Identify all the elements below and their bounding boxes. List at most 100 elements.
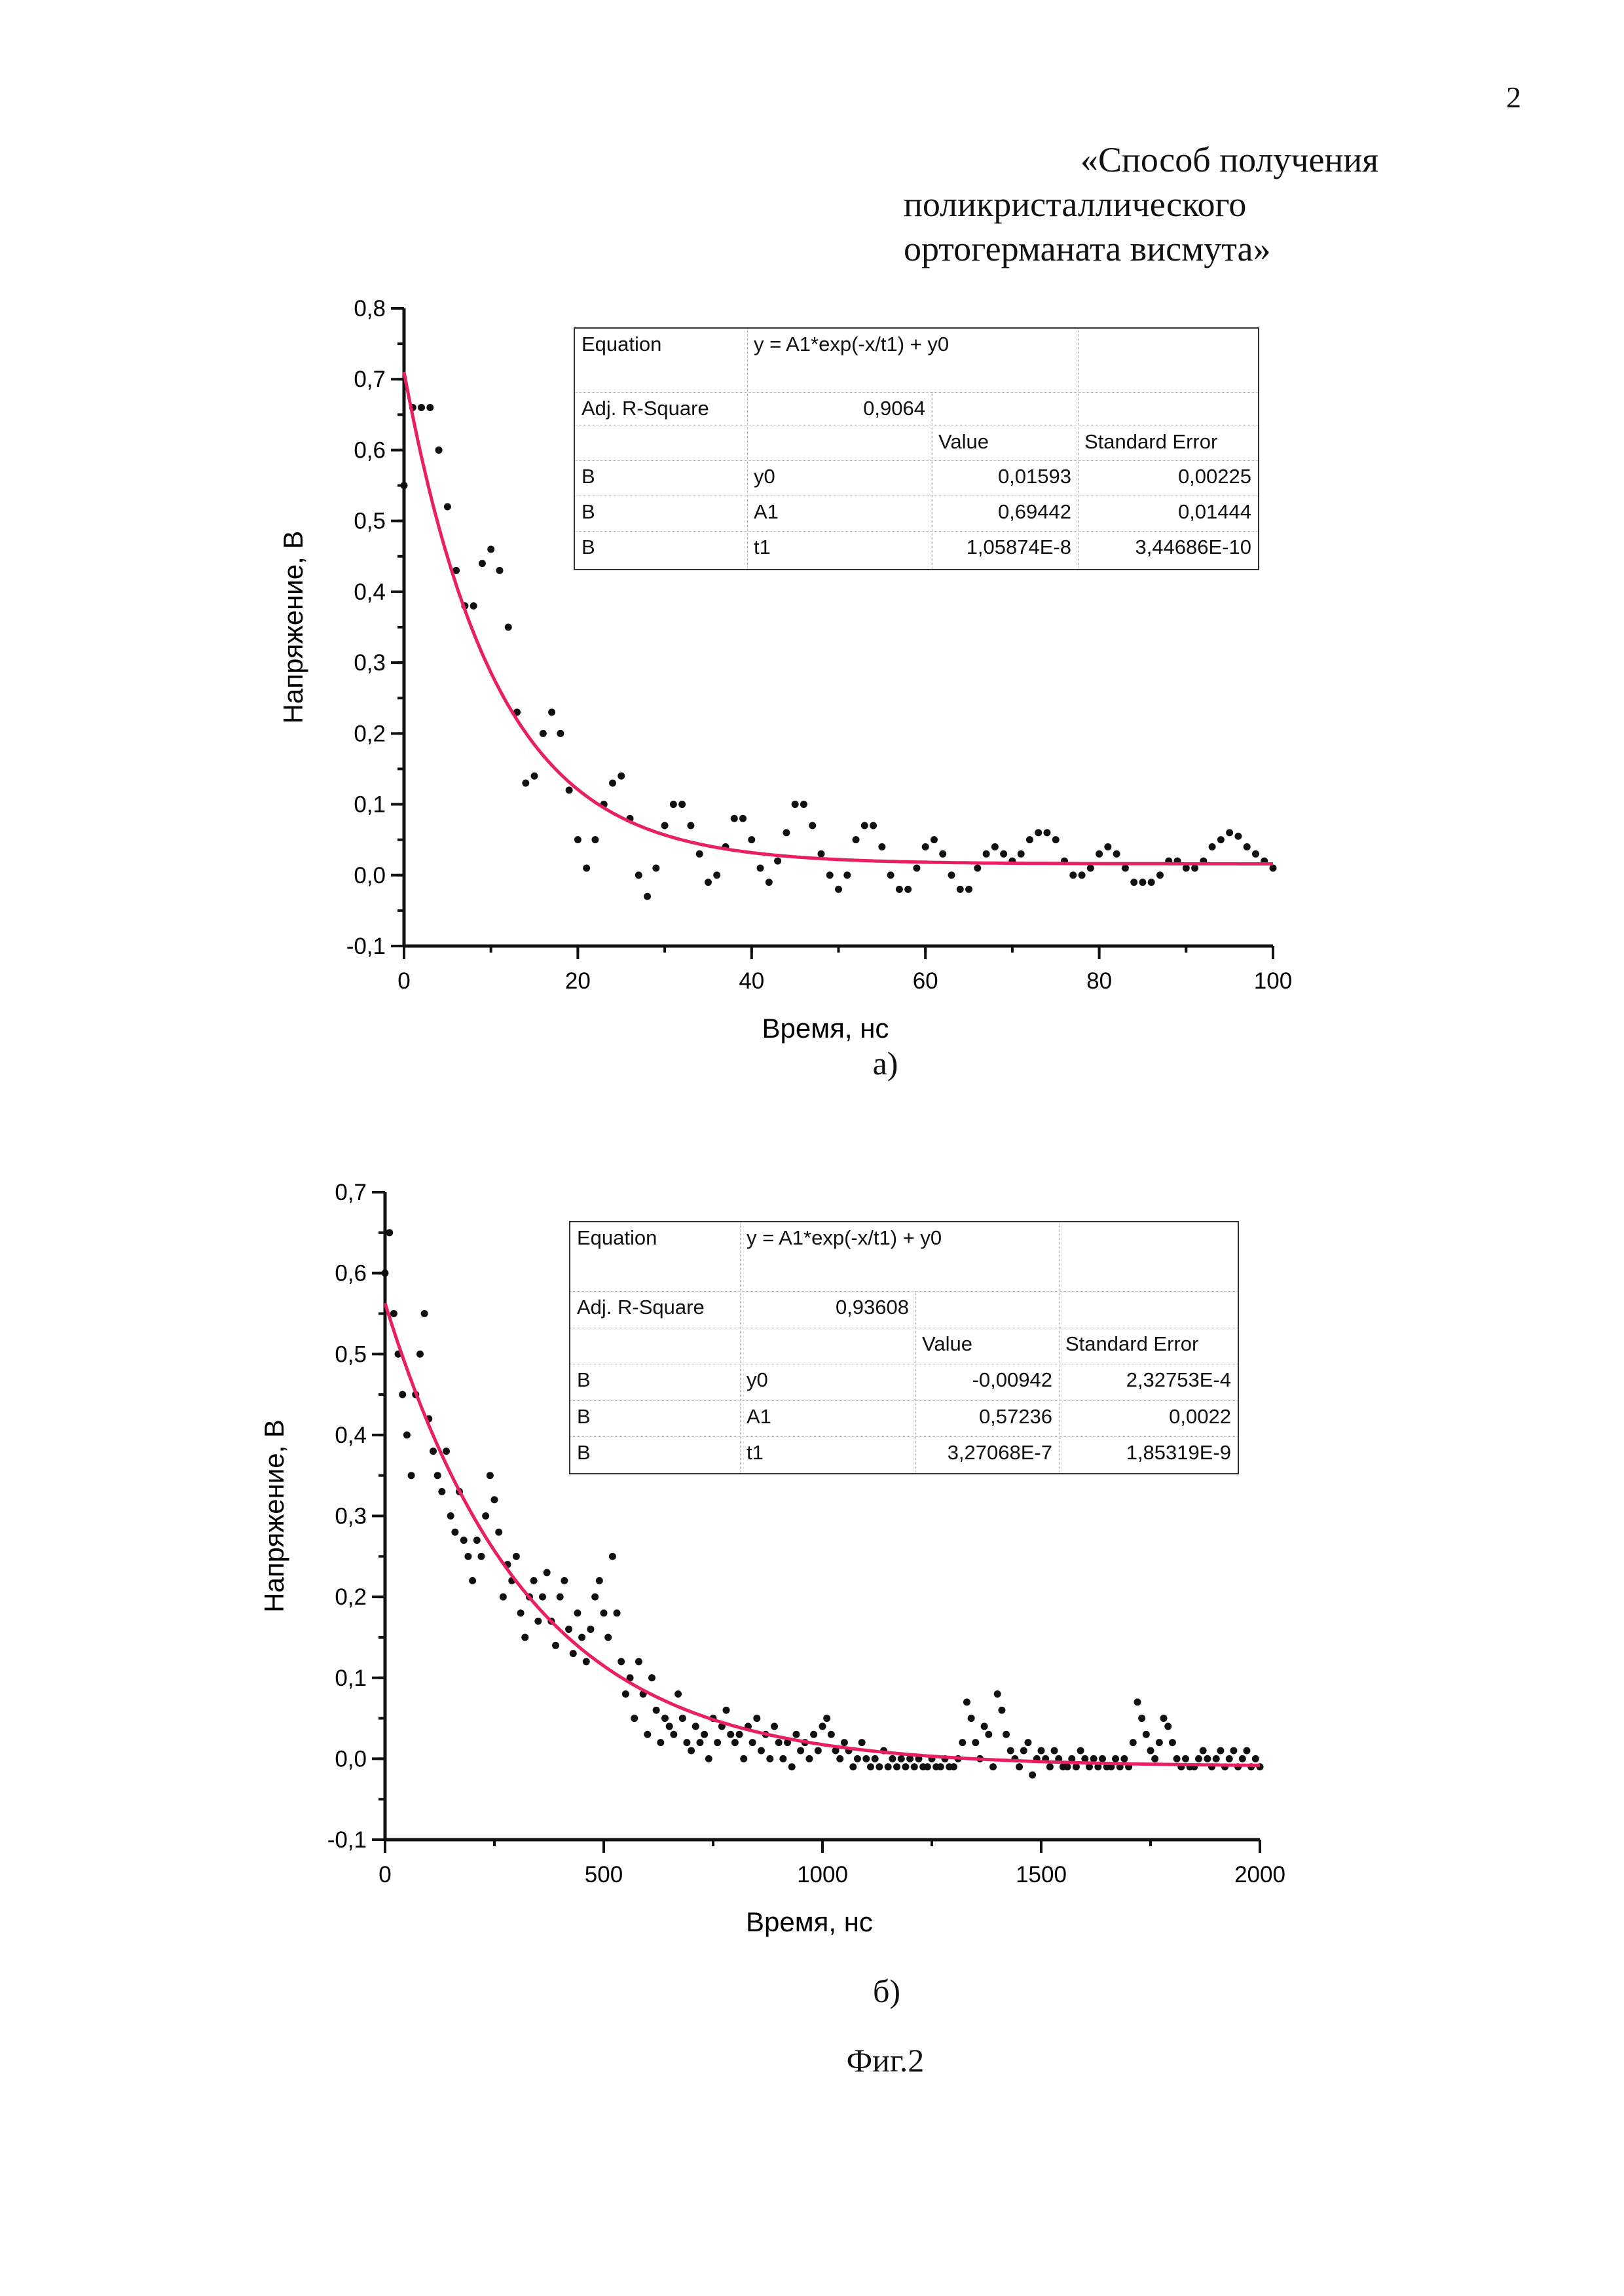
chart-a: -0,1 0,0 0,1 0,2 0,3 0,4 0,5 0,6 0,7 0,8 0 20 40 60 80… — [278, 296, 1292, 1044]
data-point — [490, 1496, 498, 1504]
x-tick-label: 500 — [585, 1862, 623, 1887]
data-point — [1069, 871, 1077, 879]
data-point — [840, 1739, 848, 1747]
data-point — [766, 1755, 774, 1762]
data-point — [608, 779, 616, 787]
data-point — [1052, 836, 1060, 844]
y-tick-label: 0,3 — [335, 1504, 367, 1529]
data-point — [1104, 843, 1112, 850]
data-point — [784, 1739, 792, 1747]
data-point — [1138, 1715, 1146, 1722]
x-tick-label: 40 — [739, 968, 764, 994]
data-point — [701, 1730, 709, 1738]
document-title: «Способ получения поликристаллического о… — [904, 137, 1414, 271]
title-line: «Способ получения — [1080, 140, 1379, 179]
data-point — [980, 1722, 988, 1730]
data-point — [1226, 829, 1234, 837]
data-point — [1112, 1755, 1120, 1762]
data-point — [895, 885, 903, 893]
data-point — [473, 1537, 481, 1544]
data-point — [921, 843, 929, 850]
data-point — [1068, 1755, 1076, 1762]
data-point — [800, 801, 807, 809]
x-tick-label: 0 — [378, 1862, 391, 1887]
data-point — [936, 1763, 944, 1771]
fit-table-row: Value Standard Error — [575, 426, 1258, 461]
x-axis-title: Время, нс — [762, 1013, 889, 1044]
caption-b: б) — [872, 1973, 901, 2009]
figure-caption: Фиг.2 — [846, 2042, 925, 2079]
data-point — [469, 1576, 477, 1584]
data-point — [674, 1690, 682, 1698]
data-point — [530, 1576, 538, 1584]
data-point — [858, 1739, 866, 1747]
data-point — [1173, 1755, 1181, 1762]
x-axis-title: Время, нс — [746, 1906, 873, 1937]
data-point — [1099, 1755, 1107, 1762]
data-point — [416, 1350, 424, 1358]
data-point — [1164, 1722, 1172, 1730]
data-point — [621, 1690, 629, 1698]
fit-table-cell: Adj. R-Square — [577, 1296, 705, 1319]
fit-table-cell: A1 — [747, 1405, 771, 1428]
data-point — [631, 1715, 638, 1722]
data-point — [1243, 843, 1251, 850]
data-point — [604, 1633, 612, 1641]
data-point — [539, 729, 547, 737]
data-point — [948, 871, 955, 879]
data-point — [774, 857, 782, 865]
data-point — [797, 1747, 805, 1755]
y-tick-label: 0,7 — [335, 1180, 367, 1205]
data-point — [1212, 1755, 1220, 1762]
fit-table-row: Adj. R-Square 0,93608 — [570, 1291, 1238, 1328]
data-point — [618, 772, 625, 780]
data-point — [574, 1609, 581, 1617]
data-point — [495, 1528, 503, 1536]
data-point — [1251, 1755, 1259, 1762]
fit-table-row: B A1 0,69442 0,01444 — [575, 496, 1258, 532]
data-point — [876, 1763, 883, 1771]
data-point — [887, 871, 895, 879]
x-tick-label: 80 — [1086, 968, 1112, 994]
data-point — [683, 1739, 691, 1747]
data-point — [464, 1552, 472, 1560]
fit-table-cell: 0,0022 — [1169, 1405, 1231, 1428]
x-tick-label: 1500 — [1016, 1862, 1067, 1887]
x-tick-label: 20 — [565, 968, 591, 994]
fit-table-cell: B — [581, 465, 595, 488]
data-point — [1025, 836, 1033, 844]
data-point — [1168, 1739, 1176, 1747]
data-point — [657, 1739, 665, 1747]
data-point — [635, 1658, 642, 1666]
y-tick-label: 0,2 — [335, 1584, 367, 1610]
data-point — [1094, 1763, 1102, 1771]
data-point — [669, 801, 677, 809]
data-point — [866, 1763, 874, 1771]
data-point — [399, 1391, 407, 1398]
fit-table-cell: Adj. R-Square — [581, 397, 709, 420]
data-point — [695, 850, 703, 858]
data-point — [1194, 1755, 1202, 1762]
data-point — [827, 1730, 835, 1738]
data-point — [1090, 1755, 1098, 1762]
data-point — [965, 885, 973, 893]
data-point — [1217, 836, 1225, 844]
data-point — [608, 1552, 616, 1560]
fit-table-cell: B — [581, 500, 595, 523]
fit-table-cell: 2,32753E-4 — [1126, 1368, 1231, 1391]
y-axis-title: Напряжение, В — [278, 531, 308, 724]
data-point — [740, 1755, 748, 1762]
data-point — [967, 1715, 975, 1722]
data-point — [1147, 879, 1155, 886]
data-point — [1160, 1715, 1168, 1722]
data-point — [1037, 1747, 1045, 1755]
fit-table-cell: B — [577, 1405, 591, 1428]
data-point — [587, 1626, 595, 1633]
data-point — [809, 822, 817, 829]
data-point — [930, 836, 938, 844]
data-point — [1208, 843, 1216, 850]
